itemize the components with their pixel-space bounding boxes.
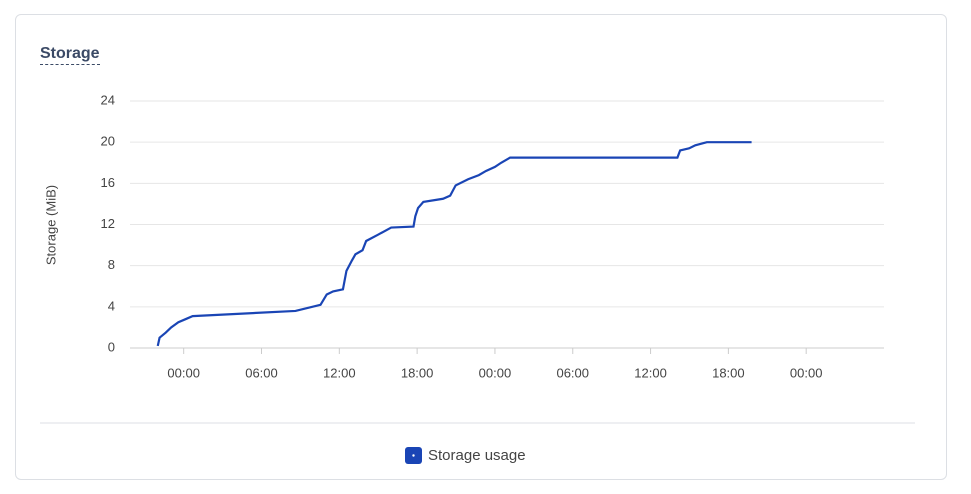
y-tick-label: 16 bbox=[101, 175, 115, 190]
x-tick-label: 06:00 bbox=[245, 365, 278, 380]
card bbox=[15, 14, 947, 480]
y-tick-label: 24 bbox=[101, 92, 115, 107]
legend-label: Storage usage bbox=[428, 447, 526, 464]
x-tick-label: 18:00 bbox=[401, 365, 434, 380]
y-tick-label: 12 bbox=[101, 216, 115, 231]
x-tick-label: 12:00 bbox=[323, 365, 356, 380]
y-axis-label: Storage (MiB) bbox=[43, 185, 58, 265]
chart-title[interactable]: Storage bbox=[40, 45, 100, 65]
y-tick-label: 8 bbox=[108, 257, 115, 272]
y-tick-label: 20 bbox=[101, 134, 115, 149]
x-tick-label: 00:00 bbox=[790, 365, 823, 380]
y-tick-label: 0 bbox=[108, 339, 115, 354]
x-tick-label: 12:00 bbox=[634, 365, 667, 380]
y-tick-label: 4 bbox=[108, 298, 115, 313]
line bbox=[156, 141, 752, 347]
x-tick-label: 00:00 bbox=[167, 365, 200, 380]
x-tick-label: 18:00 bbox=[712, 365, 745, 380]
x-tick-label: 00:00 bbox=[479, 365, 512, 380]
legend-dot bbox=[412, 454, 415, 457]
legend-item[interactable]: Storage usage bbox=[405, 447, 526, 464]
x-tick-label: 06:00 bbox=[556, 365, 589, 380]
